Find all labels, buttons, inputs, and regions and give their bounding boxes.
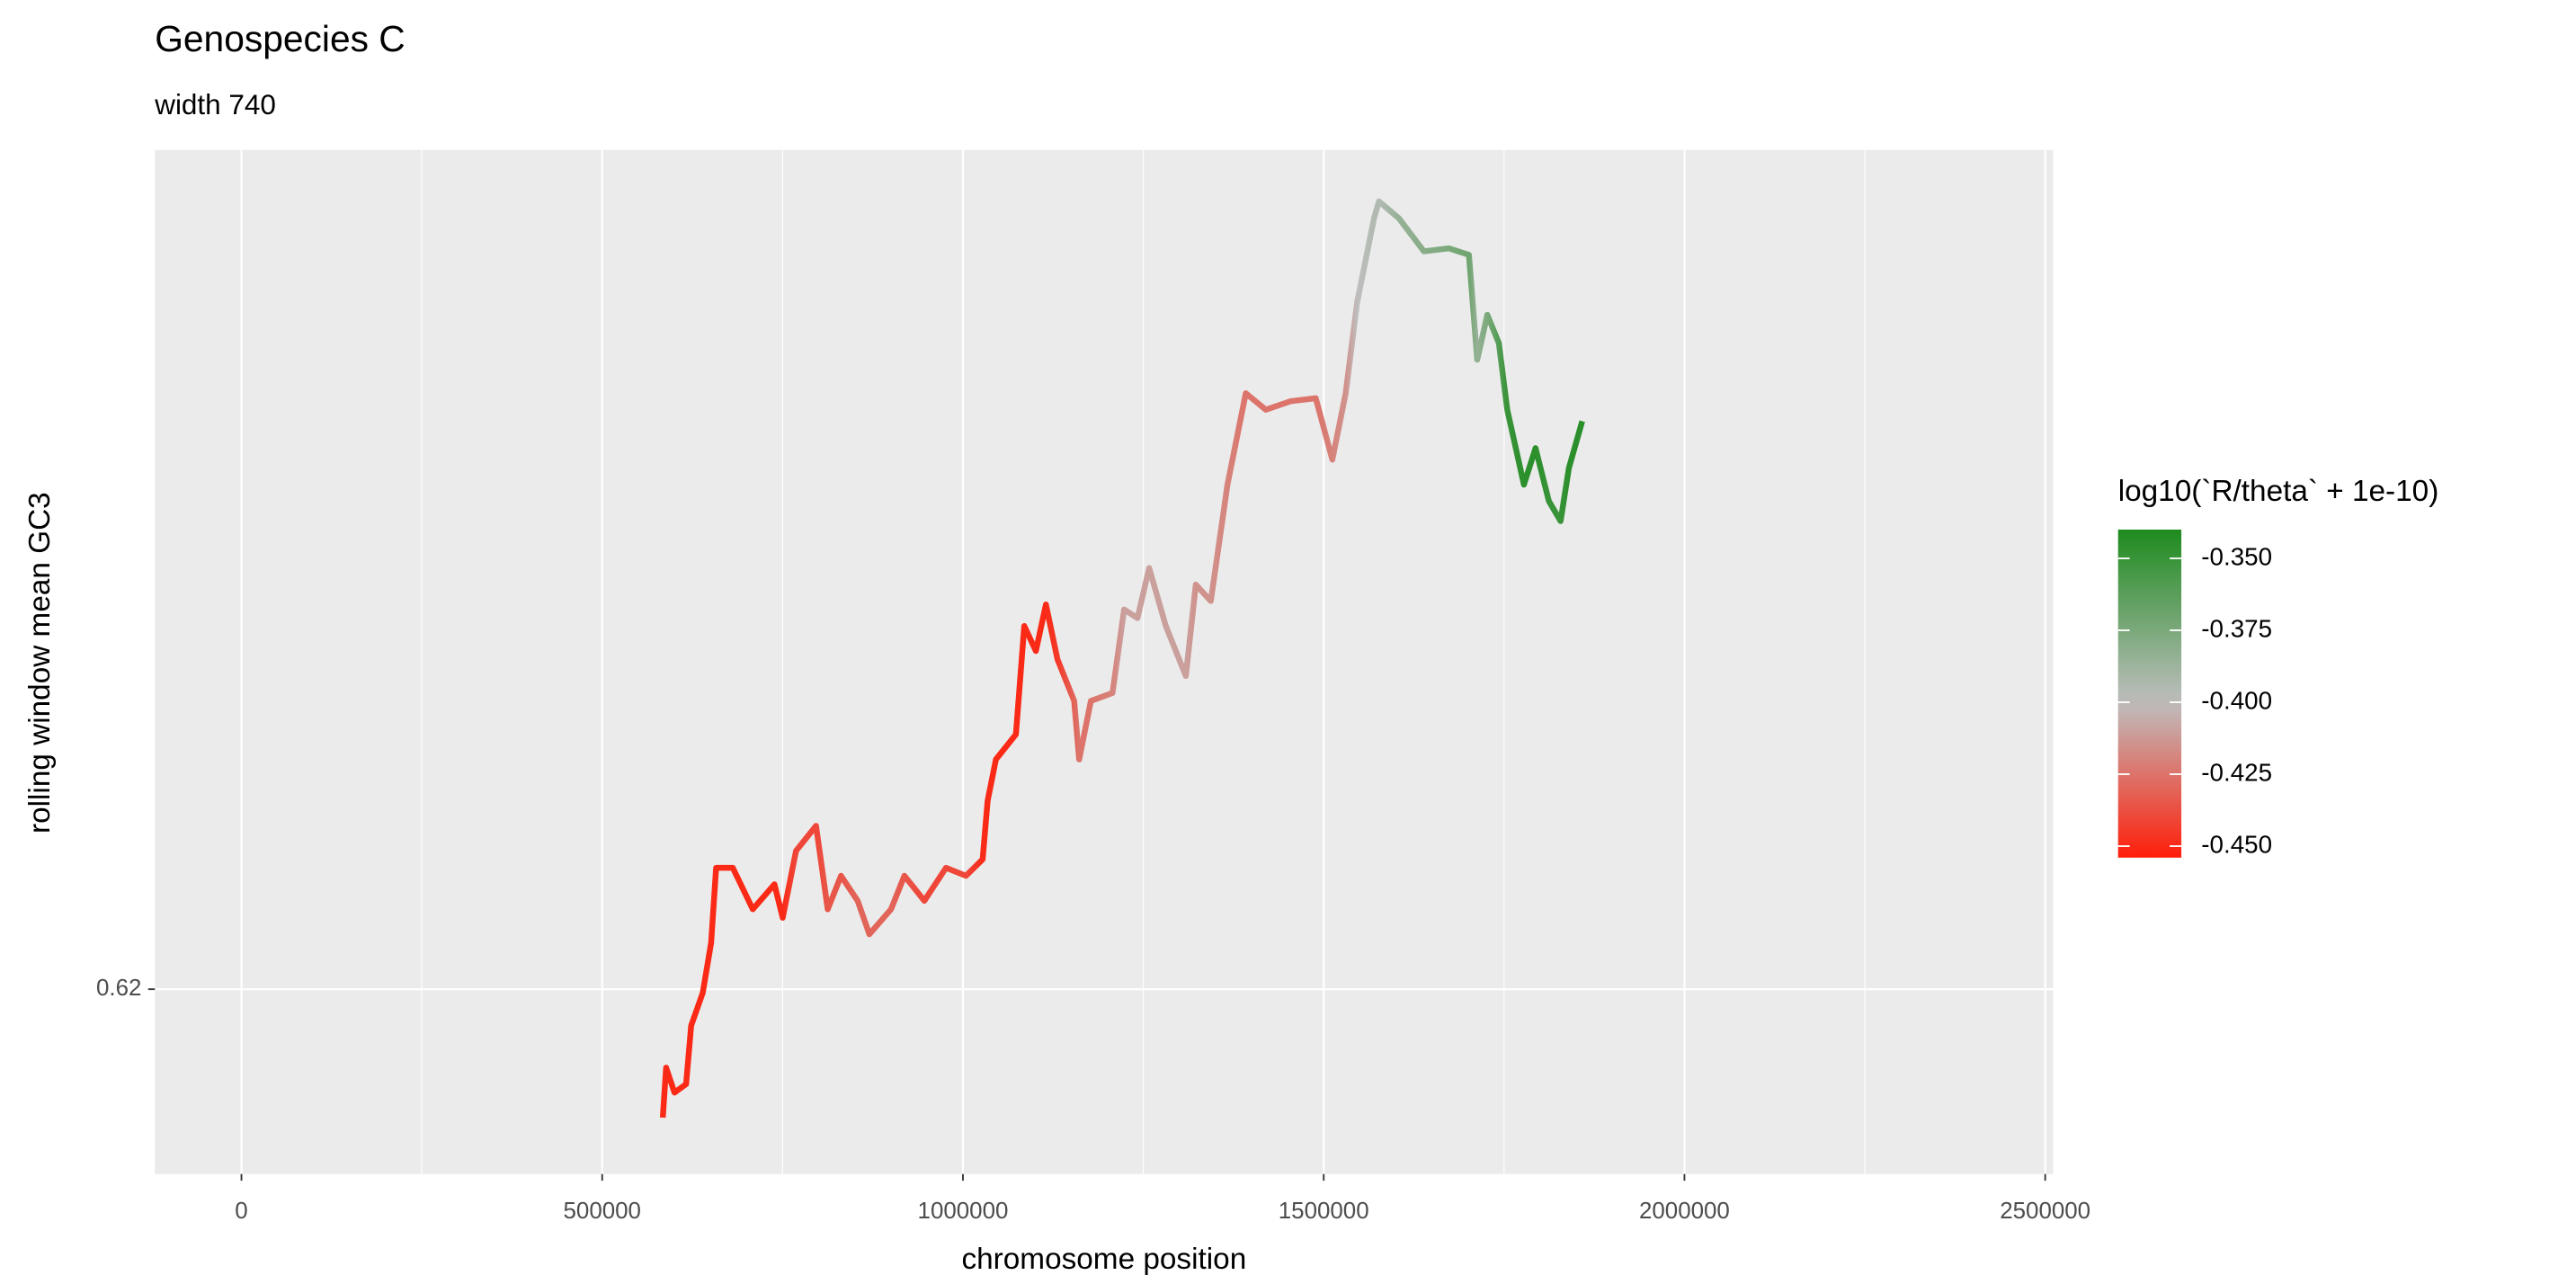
x-tick-label: 1000000 <box>918 1199 1009 1224</box>
legend-tick-label: -0.400 <box>2201 686 2272 714</box>
colorbar <box>2117 529 2182 858</box>
y-axis-label: rolling window mean GC3 <box>23 492 57 834</box>
panel <box>155 149 2054 1174</box>
y-tick-label: 0.62 <box>96 976 141 1001</box>
x-tick-label: 2500000 <box>2000 1199 2090 1224</box>
chart-subtitle: width 740 <box>154 89 276 120</box>
x-tick-label: 500000 <box>564 1199 641 1224</box>
chart-title: Genospecies C <box>155 18 406 59</box>
x-axis-label: chromosome position <box>961 1243 1246 1276</box>
legend-title: log10(`R/theta` + 1e-10) <box>2118 475 2439 508</box>
legend-tick-label: -0.375 <box>2201 614 2272 642</box>
x-tick-label: 2000000 <box>1639 1199 1730 1224</box>
x-tick-label: 0 <box>235 1199 247 1224</box>
x-tick-label: 1500000 <box>1279 1199 1369 1224</box>
data-line <box>659 198 1585 1119</box>
legend-tick-label: -0.450 <box>2201 830 2272 858</box>
legend-tick-label: -0.425 <box>2201 758 2272 786</box>
legend-tick-label: -0.350 <box>2201 542 2272 570</box>
